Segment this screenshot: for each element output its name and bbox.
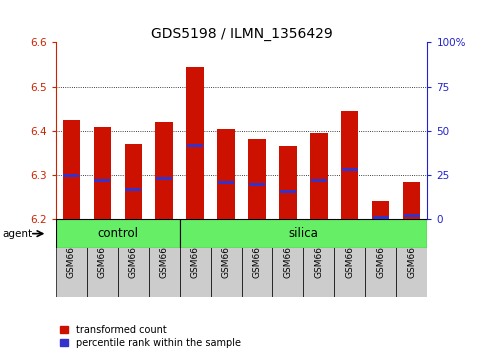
Bar [403, 182, 421, 219]
Text: GSM665792: GSM665792 [376, 223, 385, 278]
Bar [404, 215, 420, 217]
Text: agent: agent [2, 229, 32, 239]
Legend: transformed count, percentile rank within the sample: transformed count, percentile rank withi… [60, 325, 241, 348]
Bar [242, 219, 272, 297]
Bar [248, 138, 266, 219]
Bar [56, 219, 86, 297]
Text: control: control [97, 227, 138, 240]
Bar [63, 174, 79, 177]
Bar [56, 219, 180, 248]
Text: GSM665793: GSM665793 [408, 223, 416, 278]
Bar [366, 219, 397, 297]
Bar [342, 169, 358, 171]
Bar [156, 177, 172, 180]
Bar [280, 190, 296, 193]
Bar [303, 219, 334, 297]
Text: GSM665761: GSM665761 [67, 223, 75, 278]
Bar [125, 144, 142, 219]
Bar [218, 181, 234, 184]
Bar [62, 120, 80, 219]
Text: GSM665750: GSM665750 [190, 223, 199, 278]
Bar [217, 129, 235, 219]
Text: silica: silica [288, 227, 318, 240]
Bar [280, 145, 297, 219]
Bar [211, 219, 242, 297]
Bar [117, 219, 149, 297]
Bar [334, 219, 366, 297]
Bar [311, 179, 327, 182]
Bar [149, 219, 180, 297]
Text: GSM665771: GSM665771 [98, 223, 107, 278]
Bar [311, 133, 327, 219]
Bar [272, 219, 303, 297]
Text: GSM665788: GSM665788 [159, 223, 169, 278]
Bar [373, 216, 389, 219]
Bar [180, 219, 427, 248]
Bar [397, 219, 427, 297]
Bar [341, 111, 358, 219]
Bar [180, 219, 211, 297]
Bar [94, 126, 111, 219]
Text: GSM665754: GSM665754 [222, 223, 230, 278]
Bar [372, 201, 389, 219]
Bar [249, 183, 265, 185]
Text: GSM665769: GSM665769 [253, 223, 261, 278]
Bar [125, 188, 141, 191]
Bar [187, 144, 203, 147]
Bar [86, 219, 117, 297]
Bar [186, 67, 203, 219]
Text: GSM665785: GSM665785 [345, 223, 355, 278]
Text: GSM665774: GSM665774 [128, 223, 138, 278]
Text: GSM665775: GSM665775 [314, 223, 324, 278]
Text: GSM665770: GSM665770 [284, 223, 293, 278]
Bar [94, 179, 110, 182]
Bar [156, 122, 172, 219]
Title: GDS5198 / ILMN_1356429: GDS5198 / ILMN_1356429 [151, 28, 332, 41]
